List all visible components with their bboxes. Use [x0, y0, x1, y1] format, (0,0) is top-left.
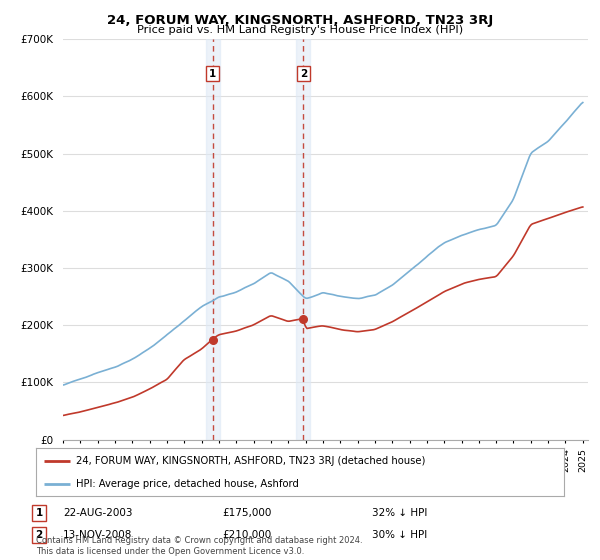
Text: 1: 1 — [209, 68, 217, 78]
Text: £175,000: £175,000 — [222, 508, 271, 518]
Text: 2: 2 — [35, 530, 43, 540]
Text: 2: 2 — [299, 68, 307, 78]
Text: 24, FORUM WAY, KINGSNORTH, ASHFORD, TN23 3RJ: 24, FORUM WAY, KINGSNORTH, ASHFORD, TN23… — [107, 14, 493, 27]
Text: 22-AUG-2003: 22-AUG-2003 — [63, 508, 133, 518]
Text: Price paid vs. HM Land Registry's House Price Index (HPI): Price paid vs. HM Land Registry's House … — [137, 25, 463, 35]
Text: 13-NOV-2008: 13-NOV-2008 — [63, 530, 133, 540]
Text: £210,000: £210,000 — [222, 530, 271, 540]
Text: HPI: Average price, detached house, Ashford: HPI: Average price, detached house, Ashf… — [76, 479, 298, 489]
Text: 1: 1 — [35, 508, 43, 518]
Text: 30% ↓ HPI: 30% ↓ HPI — [372, 530, 427, 540]
Text: 32% ↓ HPI: 32% ↓ HPI — [372, 508, 427, 518]
Text: 24, FORUM WAY, KINGSNORTH, ASHFORD, TN23 3RJ (detached house): 24, FORUM WAY, KINGSNORTH, ASHFORD, TN23… — [76, 456, 425, 466]
Text: Contains HM Land Registry data © Crown copyright and database right 2024.
This d: Contains HM Land Registry data © Crown c… — [36, 536, 362, 556]
Bar — [206, 39, 220, 440]
Bar — [296, 39, 310, 440]
